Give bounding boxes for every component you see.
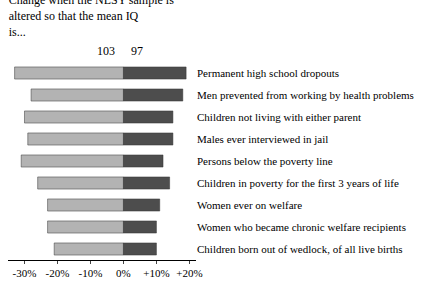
svg-text:Children not living with eithe: Children not living with either parent [197,111,361,123]
svg-text:+20%: +20% [176,267,202,279]
svg-text:-30%: -30% [13,267,37,279]
svg-text:Men prevented from working by: Men prevented from working by health pro… [197,89,414,101]
svg-text:Males ever interviewed in jail: Males ever interviewed in jail [197,133,328,145]
svg-text:Children in poverty for the fi: Children in poverty for the first 3 year… [197,177,399,189]
svg-text:Persons below the poverty line: Persons below the poverty line [197,155,333,167]
svg-text:+10%: +10% [143,267,169,279]
svg-text:Permanent high school dropouts: Permanent high school dropouts [197,67,339,79]
svg-text:Children born out of wedlock,: Children born out of wedlock, of all liv… [197,243,403,255]
svg-text:-10%: -10% [79,267,103,279]
svg-text:0%: 0% [116,267,131,279]
svg-text:-20%: -20% [46,267,70,279]
svg-text:Change when the NLSY sample is: Change when the NLSY sample isaltered so… [9,0,175,39]
svg-text:103: 103 [97,44,115,58]
svg-text:97: 97 [131,44,143,58]
svg-text:Women ever on welfare: Women ever on welfare [197,199,302,211]
svg-text:Women who became chronic welfa: Women who became chronic welfare recipie… [197,221,406,233]
